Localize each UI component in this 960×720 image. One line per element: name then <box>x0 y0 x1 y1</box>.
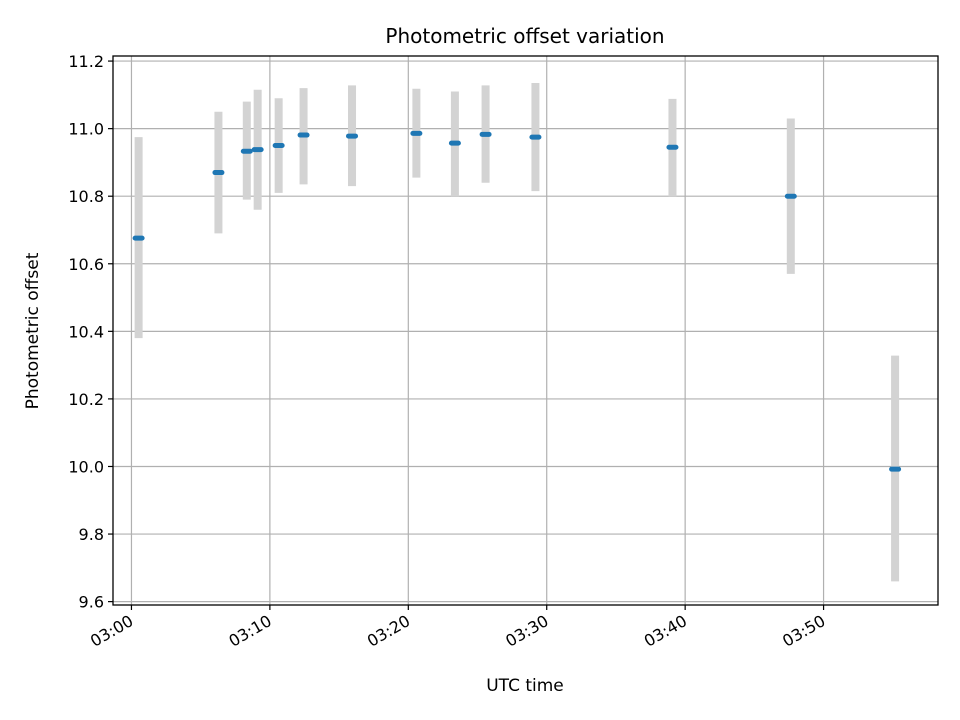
x-tick-label: 03:00 <box>87 611 136 651</box>
y-tick-label: 10.0 <box>68 457 104 476</box>
data-point <box>479 131 492 137</box>
data-point <box>251 147 264 153</box>
x-tick-label: 03:30 <box>502 611 551 651</box>
chart-title: Photometric offset variation <box>385 24 664 48</box>
y-tick-label: 9.6 <box>79 593 104 612</box>
y-axis-ticks: 9.6 9.8 10.0 10.2 10.4 10.6 10.8 11.0 11.2 <box>68 52 113 612</box>
y-tick-label: 10.4 <box>68 322 104 341</box>
data-point <box>666 144 679 150</box>
data-points <box>132 130 902 472</box>
x-axis-ticks: 03:00 03:10 03:20 03:30 03:40 03:50 <box>87 605 829 651</box>
data-point <box>212 170 225 176</box>
y-tick-label: 11.0 <box>68 120 104 139</box>
y-tick-label: 10.2 <box>68 390 104 409</box>
data-point <box>297 132 310 138</box>
x-tick-label: 03:50 <box>779 611 828 651</box>
y-tick-label: 10.6 <box>68 255 104 274</box>
data-point <box>132 235 145 241</box>
data-point <box>410 130 423 136</box>
x-tick-label: 03:40 <box>641 611 690 651</box>
data-point <box>784 193 797 199</box>
data-point <box>889 466 902 472</box>
x-axis-label: UTC time <box>486 676 564 696</box>
error-bars <box>134 83 900 582</box>
x-tick-label: 03:10 <box>225 611 274 651</box>
grid <box>113 56 938 605</box>
y-tick-label: 10.8 <box>68 187 104 206</box>
plot-frame <box>112 55 939 606</box>
data-point <box>346 133 359 139</box>
data-point <box>272 143 285 149</box>
x-tick-label: 03:20 <box>364 611 413 651</box>
data-point <box>240 148 253 154</box>
data-point <box>529 134 542 140</box>
data-point <box>448 140 461 146</box>
y-tick-label: 11.2 <box>68 52 104 71</box>
y-tick-label: 9.8 <box>79 525 104 544</box>
y-axis-label: Photometric offset <box>23 252 43 409</box>
